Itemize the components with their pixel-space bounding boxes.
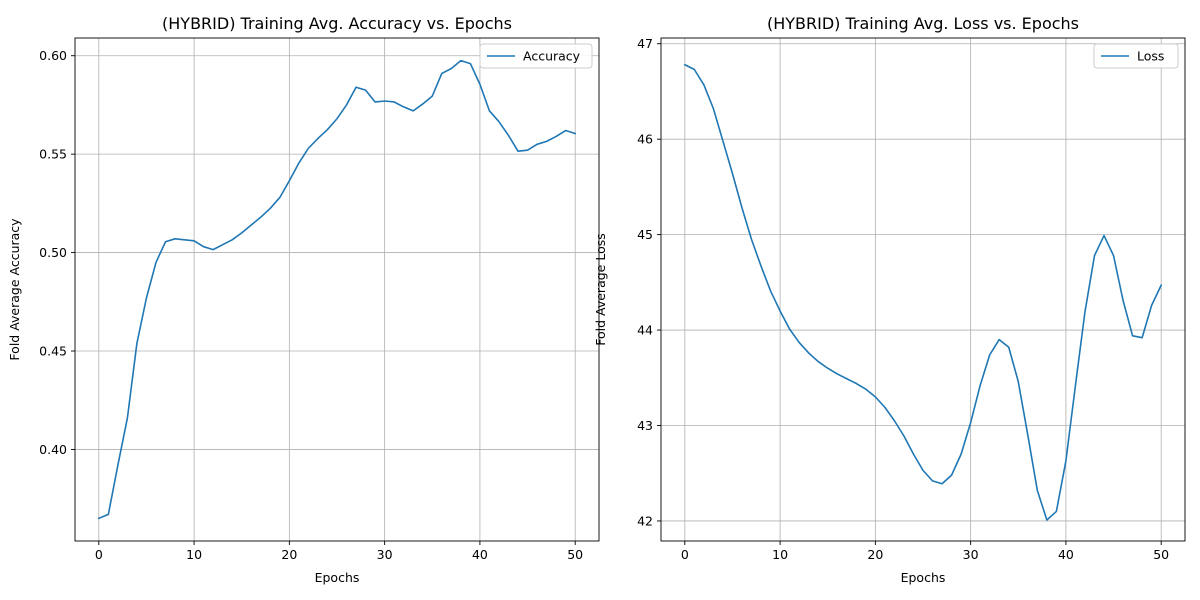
x-tick-label: 30 bbox=[377, 547, 393, 562]
y-tick-label: 0.45 bbox=[39, 344, 67, 359]
legend: Accuracy bbox=[479, 43, 593, 69]
x-tick-label: 20 bbox=[867, 547, 883, 562]
y-tick-label: 45 bbox=[637, 227, 653, 242]
x-axis-label: Epochs bbox=[901, 570, 946, 585]
legend-box bbox=[1093, 43, 1179, 69]
x-tick-label: 10 bbox=[186, 547, 202, 562]
x-tick-label: 30 bbox=[963, 547, 979, 562]
x-tick-label: 40 bbox=[1058, 547, 1074, 562]
x-tick-label: 50 bbox=[1153, 547, 1169, 562]
x-tick-label: 20 bbox=[281, 547, 297, 562]
y-axis-label: Fold Average Loss bbox=[593, 233, 608, 346]
x-tick-label: 40 bbox=[472, 547, 488, 562]
y-axis-label: Fold Average Accuracy bbox=[7, 218, 22, 361]
x-axis-label: Epochs bbox=[315, 570, 360, 585]
chart-title: (HYBRID) Training Avg. Loss vs. Epochs bbox=[767, 14, 1079, 33]
legend: Loss bbox=[1093, 43, 1179, 69]
y-tick-label: 44 bbox=[637, 323, 653, 338]
y-tick-label: 0.55 bbox=[39, 147, 67, 162]
axes-frame bbox=[660, 37, 1186, 542]
y-tick-label: 43 bbox=[637, 418, 653, 433]
y-tick-label: 42 bbox=[637, 513, 653, 528]
y-tick-label: 0.50 bbox=[39, 245, 67, 260]
chart-accuracy: 0 10 20 30 40 50 0.40 0.45 0.50 0.55 0.60 (HYBRID) … bbox=[7, 14, 600, 585]
axes-frame bbox=[74, 37, 600, 542]
series-line-accuracy bbox=[97, 59, 577, 520]
x-tick-label: 0 bbox=[681, 547, 689, 562]
legend-box bbox=[479, 43, 593, 69]
x-tick-label: 10 bbox=[772, 547, 788, 562]
legend-label: Loss bbox=[1137, 49, 1164, 64]
x-tick-label: 0 bbox=[95, 547, 103, 562]
y-tick-label: 46 bbox=[637, 132, 653, 147]
y-tick-label: 47 bbox=[637, 36, 653, 51]
y-tick-label: 0.60 bbox=[39, 48, 67, 63]
series-line-loss bbox=[683, 63, 1163, 521]
x-tick-label: 50 bbox=[567, 547, 583, 562]
y-tick-label: 0.40 bbox=[39, 442, 67, 457]
chart-title: (HYBRID) Training Avg. Accuracy vs. Epoc… bbox=[162, 14, 512, 33]
legend-label: Accuracy bbox=[523, 49, 581, 64]
chart-loss: 0 10 20 30 40 50 42 43 44 45 46 47 (HYBRID) Training… bbox=[593, 14, 1186, 585]
